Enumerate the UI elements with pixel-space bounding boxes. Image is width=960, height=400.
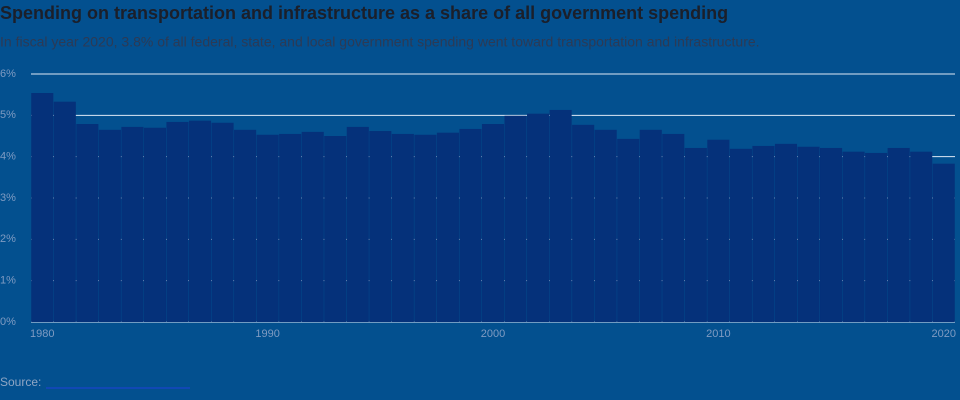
y-tick-label: 1% [0,275,16,287]
bar [143,127,166,322]
bar [729,148,752,322]
bar [256,134,279,322]
bar [31,93,54,322]
bar [436,132,459,322]
bar [910,151,933,322]
bar [324,136,347,322]
x-tick-label: 2020 [931,328,955,340]
bar [53,101,76,323]
bar [279,133,302,322]
bar [842,151,865,322]
source-label: Source: [0,375,41,389]
bar [346,126,369,322]
bar [572,124,595,322]
bar [707,139,730,322]
bar [797,146,820,322]
bar [188,120,212,322]
y-tick-label: 5% [0,109,16,121]
bar [549,109,572,323]
y-tick-label: 4% [0,151,16,163]
y-tick-label: 3% [0,192,16,204]
bar [301,131,324,322]
bar [459,128,482,322]
y-tick-label: 0% [0,316,16,328]
bar [594,129,617,322]
bar [752,145,775,322]
bar [527,113,550,323]
bar [98,129,121,322]
bar [121,126,144,322]
bar [166,121,189,323]
bar [234,129,257,322]
chart-title: Spending on transportation and infrastru… [0,3,728,23]
bar [414,134,437,322]
bar [617,138,640,322]
bar [684,147,707,322]
bar [481,124,505,322]
y-tick-label: 2% [0,233,16,245]
bar [865,152,888,322]
bar [211,122,234,322]
bar [774,143,798,322]
x-tick-label: 1980 [30,328,54,340]
bar [504,115,527,322]
bar [76,124,99,322]
bar [662,133,685,322]
bar [639,129,662,322]
bar [391,133,414,322]
bar [369,131,392,322]
x-tick-label: 2000 [481,328,505,340]
bar [820,147,843,322]
x-tick-label: 2010 [706,328,730,340]
chart-subtitle: In fiscal year 2020, 3.8% of all federal… [0,34,760,50]
y-tick-label: 6% [0,68,16,80]
bar [887,147,910,322]
x-tick-label: 1990 [255,328,279,340]
bar [932,163,955,322]
